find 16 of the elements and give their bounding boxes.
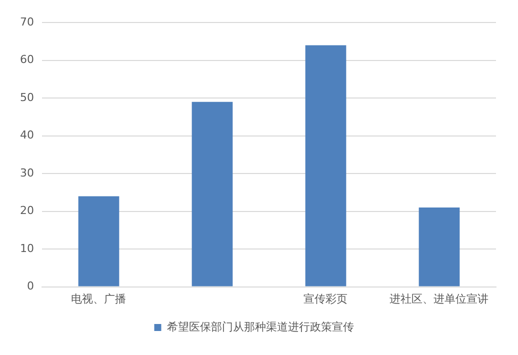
y-tick-label: 40 bbox=[20, 128, 34, 142]
x-tick-label: 电视、广播 bbox=[71, 292, 126, 306]
legend-label: 希望医保部门从那种渠道进行政策宣传 bbox=[166, 320, 354, 334]
x-tick-label: 宣传彩页 bbox=[304, 292, 348, 306]
y-tick-label: 60 bbox=[20, 53, 34, 66]
bar bbox=[192, 102, 233, 286]
bar bbox=[305, 45, 346, 286]
y-tick-label: 20 bbox=[20, 204, 34, 218]
bar bbox=[78, 196, 120, 286]
y-tick-label: 50 bbox=[20, 90, 34, 104]
y-tick-label: 0 bbox=[26, 280, 34, 293]
y-tick-label: 10 bbox=[20, 242, 34, 255]
y-tick-label: 70 bbox=[20, 15, 34, 28]
x-tick-label: 进社区、进单位宣讲 bbox=[390, 292, 489, 306]
y-tick-label: 30 bbox=[20, 166, 34, 180]
bar bbox=[418, 208, 460, 286]
